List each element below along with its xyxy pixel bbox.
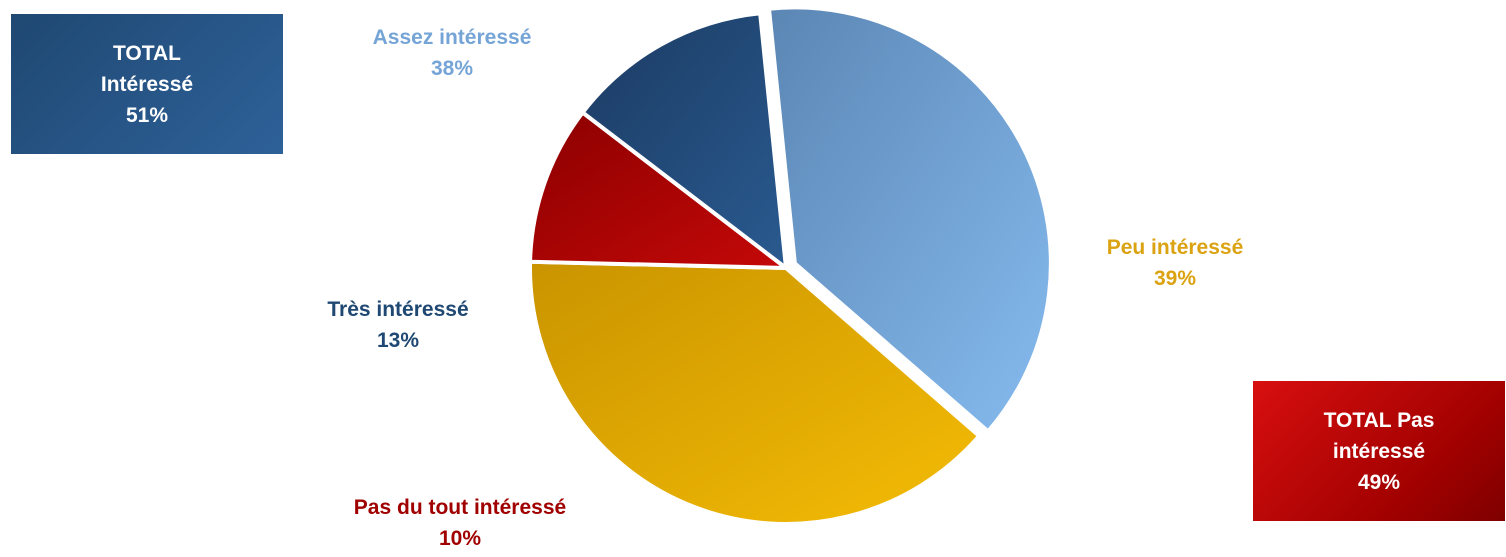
total-not-interested-line2: intéressé [1332, 439, 1426, 463]
label-assez-pct: 38% [430, 57, 474, 80]
label-tres-name: Très intéressé [327, 298, 469, 321]
slice-assez-interesse [767, 5, 1053, 434]
label-tres-interesse: Très intéressé 13% [300, 294, 496, 356]
slice-tres-interesse [580, 11, 788, 270]
total-interested-box: TOTAL Intéressé 51% [11, 14, 283, 154]
total-not-interested-box: TOTAL Pas intéressé 49% [1253, 381, 1505, 521]
total-not-interested-line1: TOTAL Pas [1323, 408, 1435, 432]
label-pas-du-tout-interesse: Pas du tout intéressé 10% [314, 492, 606, 554]
label-peu-name: Peu intéressé [1106, 236, 1244, 259]
total-interested-value: 51% [125, 103, 169, 127]
label-pas-pct: 10% [438, 527, 482, 550]
total-interested-line2: Intéressé [100, 72, 194, 96]
slice-peu-interesse [528, 259, 982, 526]
label-tres-pct: 13% [376, 329, 420, 352]
label-assez-interesse: Assez intéressé 38% [347, 22, 557, 84]
label-peu-interesse: Peu intéressé 39% [1085, 232, 1265, 294]
label-peu-pct: 39% [1153, 267, 1197, 290]
label-pas-name: Pas du tout intéressé [353, 496, 567, 519]
total-not-interested-value: 49% [1357, 470, 1401, 494]
total-interested-line1: TOTAL [112, 41, 182, 65]
label-assez-name: Assez intéressé [372, 26, 532, 49]
slice-pas-du-tout-interesse [528, 110, 788, 270]
